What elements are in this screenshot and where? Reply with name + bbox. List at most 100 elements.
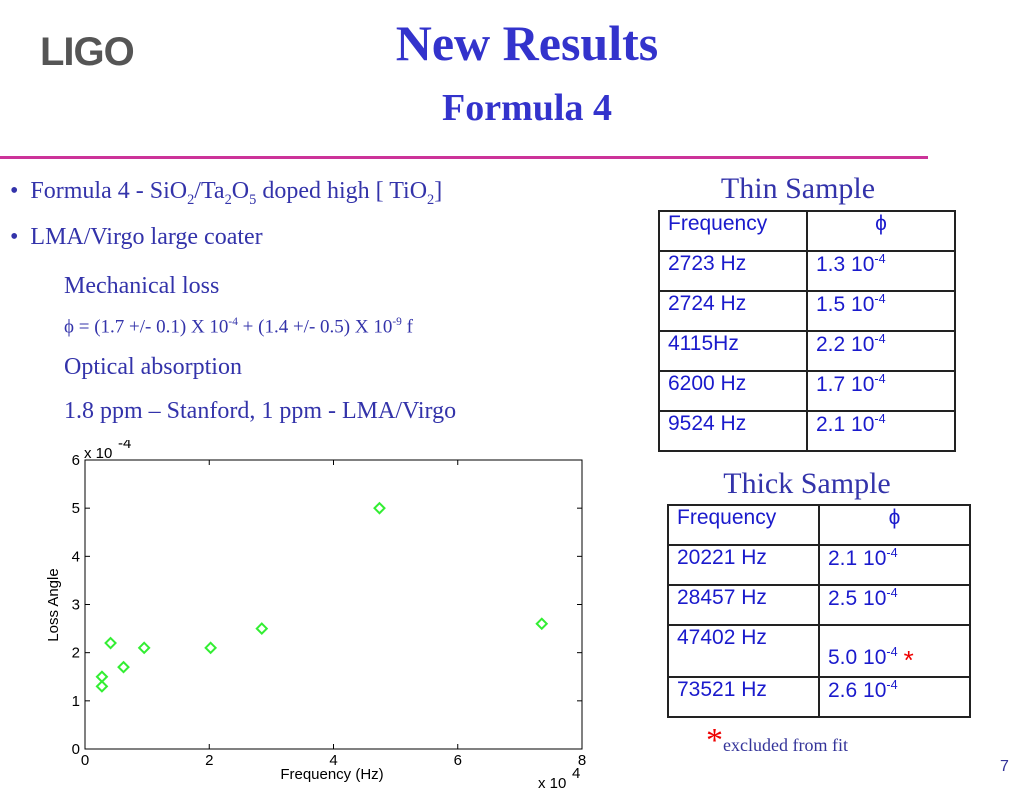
exponent: -4 — [874, 332, 886, 346]
row: 6200 Hz 1.7 10-4 — [658, 370, 956, 412]
point — [255, 622, 269, 635]
x-axis-label: Frequency (Hz) — [280, 766, 383, 783]
header-text: Frequency — [677, 506, 777, 529]
cell: 1.3 10-4 — [806, 250, 956, 292]
exponent: -4 — [874, 252, 886, 266]
cell: 2.2 10-4 — [806, 330, 956, 372]
frequency: 9524 Hz — [668, 412, 747, 435]
plot-frame — [84, 459, 583, 750]
cell: 28457 Hz — [667, 584, 820, 626]
cell: 9524 Hz — [658, 410, 808, 452]
row: 4115Hz 2.2 10-4 — [658, 330, 956, 372]
row: 20221 Hz 2.1 10-4 — [667, 544, 971, 586]
cell: 6200 Hz — [658, 370, 808, 412]
chart: Frequency (Hz) Loss Angle x 10 -4 x 10 4… — [45, 440, 586, 791]
x-tick-label: 2 — [205, 752, 213, 769]
loss-value: 1.3 10 — [816, 253, 875, 276]
formula: ϕ = (1.7 +/- 0.1) X 10-4 + (1.4 +/- 0.5)… — [64, 316, 413, 338]
x-multiplier: x 10 — [538, 775, 566, 791]
asterisk: * — [903, 645, 914, 675]
header-row: Frequency ϕ — [667, 504, 971, 546]
loss-value: 2.2 10 — [816, 333, 875, 356]
y-tick-label: 2 — [72, 645, 80, 662]
frequency: 47402 Hz — [677, 626, 767, 649]
cell: 2723 Hz — [658, 250, 808, 292]
exponent: -4 — [886, 645, 898, 659]
point — [104, 636, 117, 650]
exponent: -4 — [886, 586, 898, 600]
caption: Thin Sample — [720, 172, 876, 205]
loss-value: 5.0 10 — [828, 646, 887, 669]
loss-value: 1.5 10 — [816, 293, 875, 316]
thin-table: Frequency ϕ 2723 Hz 1.3 10-4 2724 Hz 1.5 10-4… — [658, 210, 956, 452]
row: 28457 Hz 2.5 10-4 — [667, 584, 971, 626]
exponent: -4 — [886, 546, 898, 560]
header-text: Frequency — [668, 212, 768, 235]
bullet: • Formula 4 - SiO2/Ta2O5 doped high [ Ti… — [10, 178, 443, 208]
exponent: -4 — [886, 678, 898, 692]
point — [117, 660, 130, 674]
page-number: 7 — [1000, 758, 1009, 775]
header-row: Frequency ϕ — [658, 210, 956, 252]
frequency: 2723 Hz — [668, 252, 747, 275]
title: New Results — [395, 15, 659, 71]
header-text: ϕ — [888, 506, 901, 529]
x-multiplier-exp: 4 — [572, 765, 580, 782]
point — [204, 641, 218, 655]
cell: 47402 Hz — [667, 624, 820, 678]
cell: 5.0 10-4 * — [818, 624, 971, 678]
y-multiplier-exp: -4 — [118, 440, 131, 452]
loss-value: 2.5 10 — [828, 587, 887, 610]
subtitle: Formula 4 — [442, 87, 612, 129]
point — [95, 670, 109, 684]
cell: 2.1 10-4 — [806, 410, 956, 452]
y-tick-label: 3 — [72, 597, 80, 614]
divider — [0, 156, 928, 159]
loss-value: 2.6 10 — [828, 679, 887, 702]
y-axis-label: Loss Angle — [45, 568, 62, 641]
header-cell: ϕ — [818, 504, 971, 546]
x-tick-label: 4 — [329, 752, 337, 769]
cell: 20221 Hz — [667, 544, 820, 586]
frequency: 28457 Hz — [677, 586, 767, 609]
y-tick-label: 0 — [72, 741, 80, 758]
heading: Mechanical loss — [64, 273, 220, 299]
cell: 1.7 10-4 — [806, 370, 956, 412]
point — [535, 617, 549, 631]
thick-table: Frequency ϕ 20221 Hz 2.1 10-4 28457 Hz 2.5 10… — [667, 504, 971, 718]
y-tick-label: 6 — [72, 452, 80, 469]
header-text: ϕ — [875, 212, 887, 235]
frequency: 73521 Hz — [677, 678, 767, 701]
cell: 2.1 10-4 — [818, 544, 971, 586]
point — [95, 679, 109, 693]
point — [373, 501, 386, 515]
loss-value: 1.7 10 — [816, 373, 875, 396]
logo: LIGO — [40, 30, 135, 74]
loss-value: 2.1 10 — [828, 547, 887, 570]
cell: 1.5 10-4 — [806, 290, 956, 332]
frequency: 20221 Hz — [677, 546, 767, 569]
exponent: -4 — [874, 372, 886, 386]
cell: 73521 Hz — [667, 676, 820, 718]
x-tick-label: 6 — [454, 752, 462, 769]
frequency: 4115Hz — [668, 332, 739, 355]
frequency: 2724 Hz — [668, 292, 747, 315]
y-tick-label: 5 — [72, 500, 80, 517]
x-tick-label: 8 — [578, 752, 586, 769]
point — [137, 641, 151, 655]
row: 2724 Hz 1.5 10-4 — [658, 290, 956, 332]
loss-value: 2.1 10 — [816, 413, 875, 436]
bullet: • LMA/Virgo large coater — [10, 224, 263, 250]
caption: Thick Sample — [723, 467, 891, 500]
text: 1.8 ppm – Stanford, 1 ppm - LMA/Virgo — [64, 398, 457, 424]
y-tick-label: 1 — [72, 693, 80, 710]
cell: 2724 Hz — [658, 290, 808, 332]
row: 47402 Hz 5.0 10-4 * — [667, 624, 971, 678]
exponent: -4 — [874, 292, 886, 306]
frequency: 6200 Hz — [668, 372, 747, 395]
heading: Optical absorption — [64, 354, 242, 380]
header-cell: Frequency — [667, 504, 820, 546]
header-cell: Frequency — [658, 210, 808, 252]
row: 73521 Hz 2.6 10-4 — [667, 676, 971, 718]
